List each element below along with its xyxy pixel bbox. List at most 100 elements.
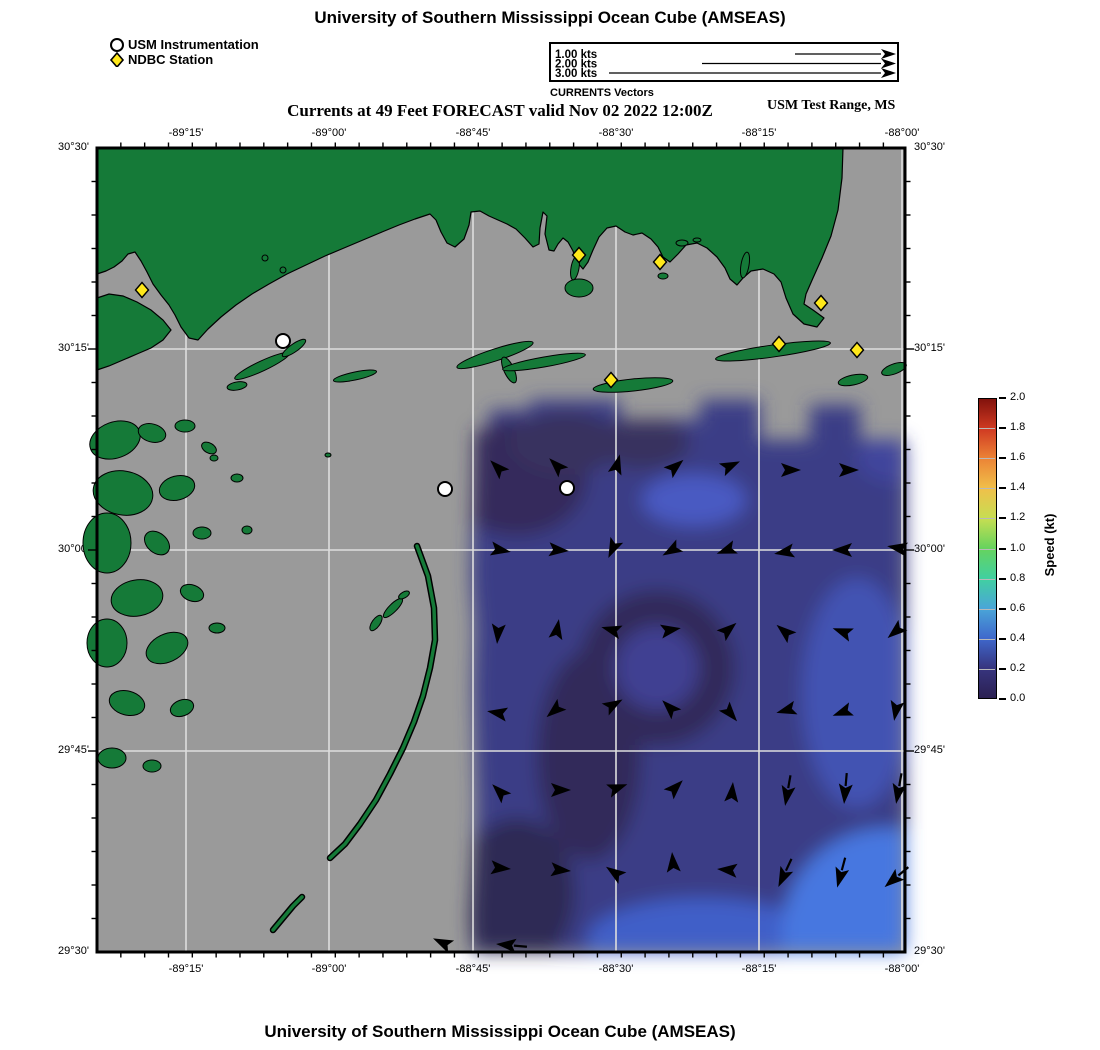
x-axis-tick-label: -88°15' <box>741 127 777 139</box>
marsh-island <box>92 470 154 516</box>
x-axis-tick-label: -89°00' <box>311 127 347 139</box>
speed-field-blob <box>642 474 746 526</box>
colorbar-tick-label: 1.4 <box>1010 481 1026 494</box>
marsh-island <box>145 631 189 665</box>
y-axis-tick-label: 29°45' <box>58 744 89 756</box>
current-vector-arrow <box>546 698 567 718</box>
map-canvas <box>82 142 914 958</box>
marsh-wedge <box>96 293 172 371</box>
current-vector-arrow <box>548 619 563 641</box>
x-axis-tick-label: -88°30' <box>598 963 634 975</box>
marker-legend: USM Instrumentation NDBC Station <box>108 37 259 67</box>
ndbc-station-marker <box>134 281 150 299</box>
speed-field-blob <box>802 578 905 808</box>
legend-label-usm: USM Instrumentation <box>128 37 259 52</box>
current-vector-arrow <box>717 863 738 878</box>
y-axis-tick-label: 30°00' <box>914 543 945 555</box>
colorbar-tick-label: 0.6 <box>1010 601 1026 614</box>
vector-scale-arrowhead <box>881 58 896 69</box>
x-axis-tick-label: -89°15' <box>168 963 204 975</box>
page-title: University of Southern Mississippi Ocean… <box>314 8 786 27</box>
marsh-island <box>108 690 146 716</box>
barrier-island <box>675 239 689 247</box>
colorbar-gridline <box>979 608 995 610</box>
current-vector-arrow <box>601 699 623 716</box>
barrier-island <box>739 251 751 279</box>
current-vector-arrow <box>663 780 683 800</box>
legend-row-ndbc: NDBC Station <box>108 52 259 67</box>
marsh-island <box>97 747 127 769</box>
colorbar-tick-label: 1.8 <box>1010 421 1026 434</box>
barrier-island <box>592 377 674 393</box>
current-vector-arrow <box>887 619 908 639</box>
marsh-island <box>201 441 217 455</box>
current-vector-arrow <box>835 857 850 888</box>
speed-field-blob <box>470 818 575 952</box>
current-vector-arrow <box>718 701 738 722</box>
colorbar-tick-label: 2.0 <box>1010 391 1026 403</box>
marsh-island <box>143 530 171 556</box>
colorbar-gridline <box>979 668 995 670</box>
current-vector-arrow <box>716 622 737 642</box>
speed-field-blob <box>857 433 905 483</box>
barrier-island <box>398 590 410 600</box>
x-axis-tick-label: -88°30' <box>598 127 634 139</box>
marsh-island <box>179 583 205 603</box>
y-axis-tick-label: 29°30' <box>914 945 945 957</box>
colorbar-gridline <box>979 578 995 580</box>
barrier-island <box>332 369 378 383</box>
barrier-island <box>692 237 702 243</box>
colorbar-tick <box>999 667 1006 670</box>
colorbar-title: Speed (kt) <box>1042 513 1057 577</box>
vector-scale-label: 1.00 kts <box>555 49 597 61</box>
ndbc-station-marker <box>652 253 668 271</box>
legend-row-usm: USM Instrumentation <box>108 37 259 52</box>
current-vector-arrow <box>490 460 510 480</box>
vector-scale-arrowhead <box>881 49 896 59</box>
colorbar-gridline <box>979 488 995 490</box>
barrier-island <box>837 373 869 387</box>
colorbar-tick-label: 1.6 <box>1010 451 1026 464</box>
current-vector-arrow <box>724 782 739 803</box>
colorbar-tick-label: 1.2 <box>1010 511 1026 524</box>
vector-scale-arrowhead <box>881 68 896 78</box>
current-vector-arrow <box>659 624 681 639</box>
current-vector-arrow <box>778 858 794 887</box>
current-vector-arrow <box>890 699 905 721</box>
current-vector-arrow <box>663 459 684 479</box>
barrier-island <box>226 381 248 391</box>
barrier-island <box>369 614 383 632</box>
ndbc-station-marker <box>849 341 865 359</box>
marsh-island <box>261 254 269 262</box>
marsh-island <box>209 454 219 462</box>
current-vector-arrow <box>839 463 859 477</box>
colorbar-tick <box>999 577 1006 580</box>
current-vector-arrow <box>666 852 681 873</box>
current-vector-arrow <box>606 784 628 798</box>
island-arc <box>328 544 437 860</box>
colorbar-tick <box>999 427 1006 430</box>
marsh-island <box>169 698 195 718</box>
speed-field <box>470 400 905 952</box>
mainland-landmass <box>96 147 844 341</box>
current-vector-arrow <box>832 702 854 716</box>
current-vector-arrow <box>491 623 506 644</box>
marsh-island <box>174 419 196 433</box>
current-vector-arrow <box>605 866 627 884</box>
current-vector-arrow <box>884 866 910 888</box>
current-vector-arrow <box>489 541 511 556</box>
x-axis-tick-label: -88°45' <box>455 127 491 139</box>
y-axis-tick-label: 30°15' <box>914 342 945 354</box>
current-vector-arrow <box>838 772 853 804</box>
marsh-island <box>230 473 244 483</box>
marsh-island <box>241 525 253 535</box>
current-vector-arrow <box>662 700 682 720</box>
x-axis-tick-label: -89°15' <box>168 127 204 139</box>
colorbar-tick <box>999 397 1006 399</box>
ndbc-station-marker <box>813 294 829 312</box>
x-axis-tick-label: -88°00' <box>884 963 920 975</box>
current-vector-arrow <box>718 461 740 477</box>
legend-label-ndbc: NDBC Station <box>128 52 214 67</box>
colorbar-tick-label: 0.8 <box>1010 571 1026 584</box>
